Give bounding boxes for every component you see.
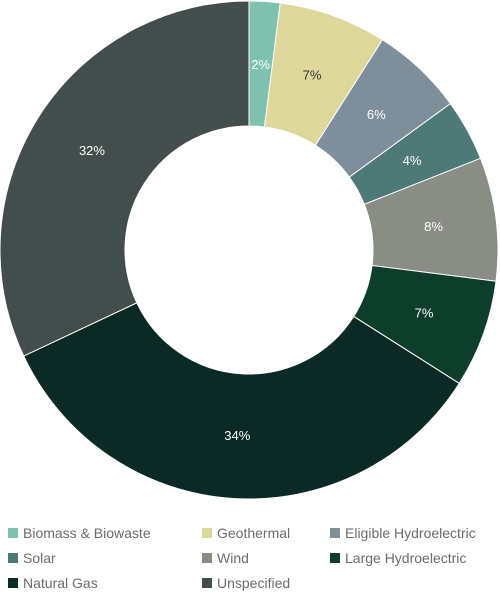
legend-label: Large Hydroelectric bbox=[345, 550, 467, 566]
legend-label: Geothermal bbox=[217, 525, 291, 541]
donut-slices bbox=[0, 0, 499, 500]
donut-labels: 2% 7% 6% 4% 8% 7% 34% 32% bbox=[79, 57, 443, 443]
legend-swatch bbox=[8, 553, 18, 563]
legend-label: Natural Gas bbox=[23, 575, 98, 591]
slice-label-natural-gas: 34% bbox=[224, 428, 250, 443]
legend-item-eligible-hydroelectric: Eligible Hydroelectric bbox=[330, 522, 498, 544]
legend-label: Unspecified bbox=[217, 575, 291, 591]
legend-item-biomass-and-biowaste: Biomass & Biowaste bbox=[8, 522, 202, 544]
legend-item-large-hydroelectric: Large Hydroelectric bbox=[330, 547, 498, 569]
chart-legend: Biomass & Biowaste Geothermal Eligible Hyd… bbox=[8, 522, 498, 594]
legend-item-unspecified: Unspecified bbox=[202, 572, 330, 594]
slice-label-eligible-hydroelectric: 6% bbox=[367, 107, 386, 122]
slice-label-biomass-and-biowaste: 2% bbox=[251, 57, 270, 72]
legend-label: Biomass & Biowaste bbox=[23, 525, 151, 541]
slice-natural-gas bbox=[23, 302, 460, 500]
slice-label-large-hydroelectric: 7% bbox=[415, 306, 434, 321]
legend-swatch bbox=[330, 553, 340, 563]
donut-chart: 2% 7% 6% 4% 8% 7% 34% 32% bbox=[0, 0, 499, 500]
legend-swatch bbox=[330, 528, 340, 538]
slice-unspecified bbox=[0, 0, 250, 357]
slice-label-geothermal: 7% bbox=[303, 67, 322, 82]
slice-label-unspecified: 32% bbox=[79, 143, 105, 158]
legend-swatch bbox=[202, 553, 212, 563]
legend-swatch bbox=[8, 578, 18, 588]
legend-swatch bbox=[8, 528, 18, 538]
legend-item-solar: Solar bbox=[8, 547, 202, 569]
legend-item-geothermal: Geothermal bbox=[202, 522, 330, 544]
slice-label-solar: 4% bbox=[403, 153, 422, 168]
legend-item-wind: Wind bbox=[202, 547, 330, 569]
legend-label: Wind bbox=[217, 550, 249, 566]
legend-swatch bbox=[202, 528, 212, 538]
legend-item-natural-gas: Natural Gas bbox=[8, 572, 202, 594]
legend-label: Eligible Hydroelectric bbox=[345, 525, 476, 541]
slice-label-wind: 8% bbox=[424, 219, 443, 234]
legend-label: Solar bbox=[23, 550, 56, 566]
legend-swatch bbox=[202, 578, 212, 588]
